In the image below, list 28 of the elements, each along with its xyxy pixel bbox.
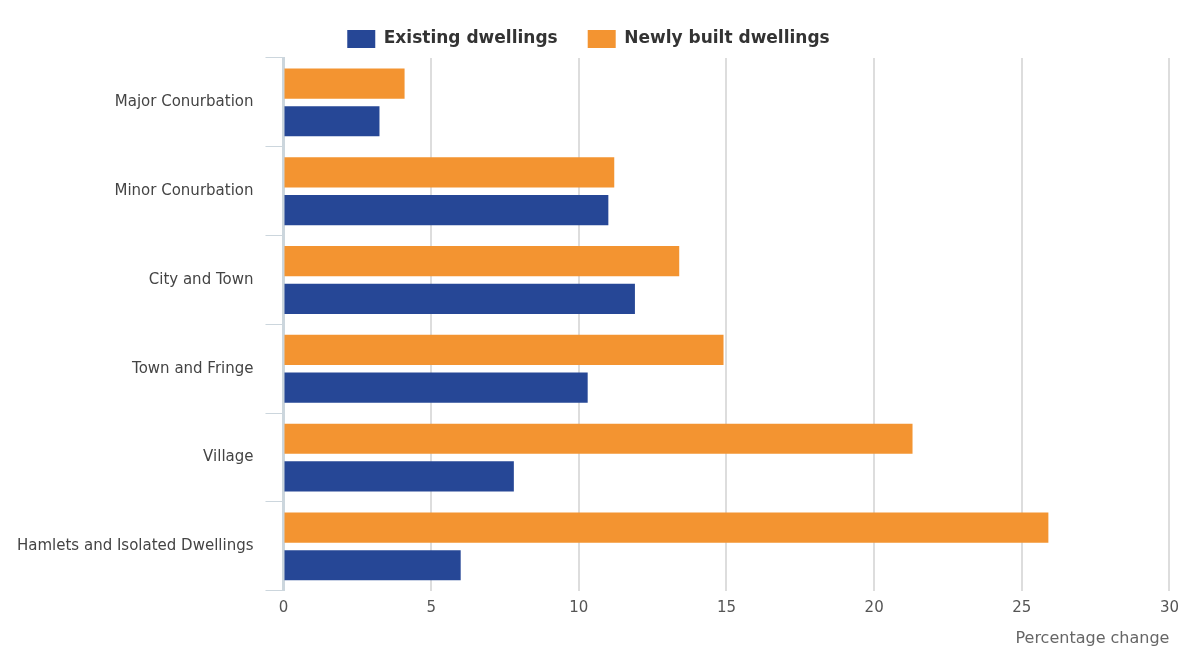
bar xyxy=(284,461,514,492)
x-tick-label: 25 xyxy=(1012,597,1032,616)
x-tick-label: 20 xyxy=(864,597,884,616)
y-tick-label: Major Conurbation xyxy=(114,92,254,111)
legend-label: Newly built dwellings xyxy=(624,27,830,48)
x-tick-label: 15 xyxy=(716,597,737,616)
y-tick-label: Town and Fringe xyxy=(131,358,254,377)
bar xyxy=(284,512,1049,543)
x-tick-label: 0 xyxy=(278,597,289,616)
bar xyxy=(284,246,680,277)
bar xyxy=(284,68,405,99)
bar xyxy=(284,423,913,454)
x-axis-title: Percentage change xyxy=(1015,627,1170,647)
bar xyxy=(284,157,615,188)
x-tick-label: 5 xyxy=(426,597,436,616)
y-tick-label: Minor Conurbation xyxy=(114,181,254,200)
bar xyxy=(284,334,724,366)
y-tick-label: City and Town xyxy=(148,269,254,288)
y-tick-label: Hamlets and Isolated Dwellings xyxy=(17,536,254,555)
bar xyxy=(284,194,609,226)
legend-label: Existing dwellings xyxy=(383,27,558,48)
x-tick-label: 30 xyxy=(1159,597,1179,616)
bar xyxy=(284,283,635,314)
y-tick-label: Village xyxy=(203,447,254,466)
bar xyxy=(284,550,461,581)
bar xyxy=(284,372,588,403)
bar xyxy=(284,106,380,137)
x-tick-label: 10 xyxy=(569,597,589,616)
